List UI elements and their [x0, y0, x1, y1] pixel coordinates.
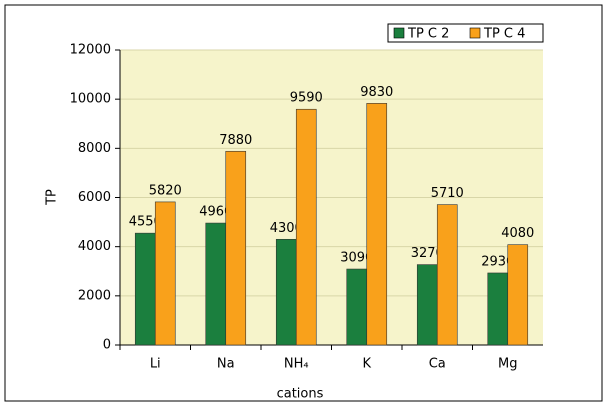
- x-axis-title: cations: [277, 387, 324, 402]
- bar: [134, 232, 156, 346]
- bar: [366, 103, 388, 346]
- legend-swatch: [393, 27, 405, 39]
- y-tick-label: 0: [103, 338, 111, 353]
- legend-label: TP C 4: [483, 27, 525, 42]
- value-label: 9830: [360, 85, 393, 100]
- value-label: 7880: [219, 133, 252, 148]
- legend-label: TP C 2: [407, 27, 449, 42]
- bar: [275, 238, 297, 346]
- value-label: 3090: [340, 251, 373, 266]
- x-tick-label: NH₄: [284, 357, 309, 372]
- y-axis-title: TP: [45, 189, 60, 206]
- bar: [507, 244, 529, 346]
- x-tick-label: Li: [150, 357, 161, 372]
- value-label: 5710: [431, 186, 464, 201]
- value-label: 4300: [270, 221, 303, 236]
- value-label: 9590: [290, 91, 323, 106]
- x-tick-label: Mg: [498, 357, 517, 372]
- y-tick-label: 10000: [70, 92, 111, 107]
- y-tick-label: 2000: [78, 288, 111, 303]
- bar: [225, 150, 247, 346]
- bar: [346, 268, 368, 346]
- y-tick-label: 8000: [78, 141, 111, 156]
- bar: [416, 264, 438, 346]
- y-tick-label: 12000: [70, 43, 111, 58]
- bar: [154, 201, 176, 346]
- bar: [487, 272, 509, 346]
- legend-swatch: [469, 27, 481, 39]
- legend-box: [387, 23, 544, 43]
- bar: [436, 204, 458, 346]
- bar: [205, 222, 227, 346]
- value-label: 2930: [481, 254, 514, 269]
- x-tick-label: K: [362, 357, 371, 372]
- value-label: 3270: [411, 246, 444, 261]
- value-label: 4080: [501, 226, 534, 241]
- bar: [295, 108, 317, 346]
- x-tick-label: Ca: [429, 357, 446, 372]
- y-tick-label: 6000: [78, 190, 111, 205]
- value-label: 4960: [199, 205, 232, 220]
- x-tick-label: Na: [217, 357, 235, 372]
- value-label: 5820: [149, 183, 182, 198]
- y-tick-label: 4000: [78, 239, 111, 254]
- value-label: 4550: [129, 215, 162, 230]
